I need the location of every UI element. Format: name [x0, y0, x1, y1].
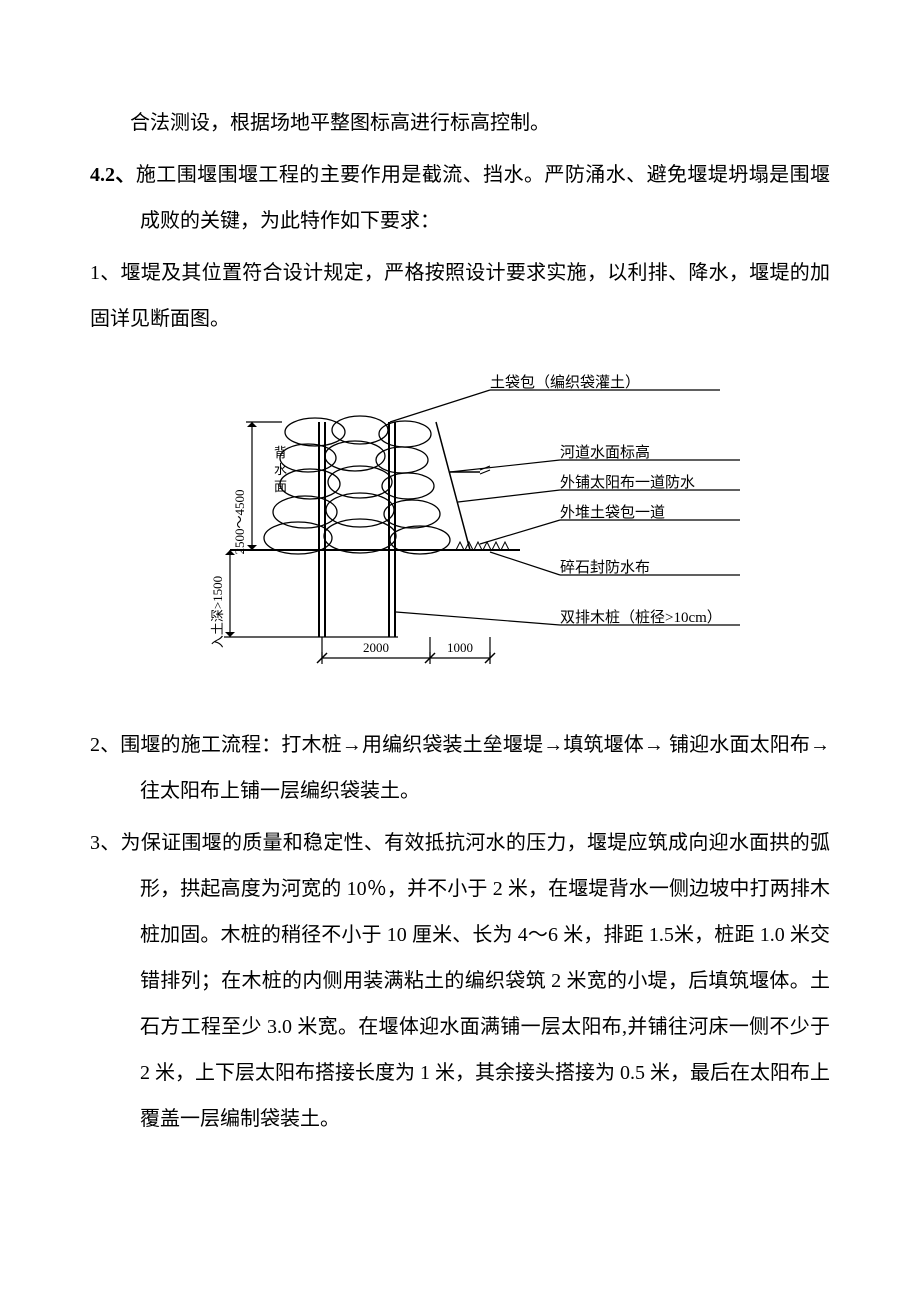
section-head-4-2: 4.2、	[90, 164, 136, 186]
svg-text:背: 背	[274, 445, 287, 460]
svg-text:2500～4500: 2500～4500	[232, 489, 247, 554]
diagram-svg: 土袋包（编织袋灌土） 河道水面标高外铺太阳布一道防水外堆土袋包一道碎石封防水布双排…	[180, 362, 740, 692]
paragraph-3: 1、堰堤及其位置符合设计规定，严格按照设计要求实施，以利排、降水，堰堤的加固详见…	[90, 250, 830, 342]
paragraph-2-text: 施工围堰围堰工程的主要作用是截流、挡水。严防涌水、避免堰堤坍塌是围堰成败的关键，…	[136, 164, 830, 232]
cofferdam-cross-section-diagram: 土袋包（编织袋灌土） 河道水面标高外铺太阳布一道防水外堆土袋包一道碎石封防水布双排…	[90, 362, 830, 692]
svg-text:外铺太阳布一道防水: 外铺太阳布一道防水	[560, 474, 695, 491]
paragraph-4: 2、围堰的施工流程：打木桩→用编织袋装土垒堰堤→填筑堰体→ 铺迎水面太阳布→往太…	[90, 722, 830, 814]
svg-text:碎石封防水布: 碎石封防水布	[560, 559, 650, 576]
svg-text:水: 水	[274, 462, 287, 477]
svg-text:入土深>1500: 入土深>1500	[210, 576, 225, 648]
svg-text:土袋包（编织袋灌土）: 土袋包（编织袋灌土）	[490, 374, 640, 391]
svg-text:面: 面	[274, 479, 287, 494]
svg-text:外堆土袋包一道: 外堆土袋包一道	[560, 504, 665, 521]
svg-text:河道水面标高: 河道水面标高	[560, 444, 650, 461]
svg-text:2000: 2000	[363, 640, 389, 655]
paragraph-1: 合法测设，根据场地平整图标高进行标高控制。	[90, 100, 830, 146]
paragraph-2: 4.2、施工围堰围堰工程的主要作用是截流、挡水。严防涌水、避免堰堤坍塌是围堰成败…	[90, 152, 830, 244]
svg-text:双排木桩（桩径>10cm）: 双排木桩（桩径>10cm）	[560, 609, 722, 626]
svg-text:1000: 1000	[447, 640, 473, 655]
paragraph-5: 3、为保证围堰的质量和稳定性、有效抵抗河水的压力，堰堤应筑成向迎水面拱的弧形，拱…	[90, 820, 830, 1142]
